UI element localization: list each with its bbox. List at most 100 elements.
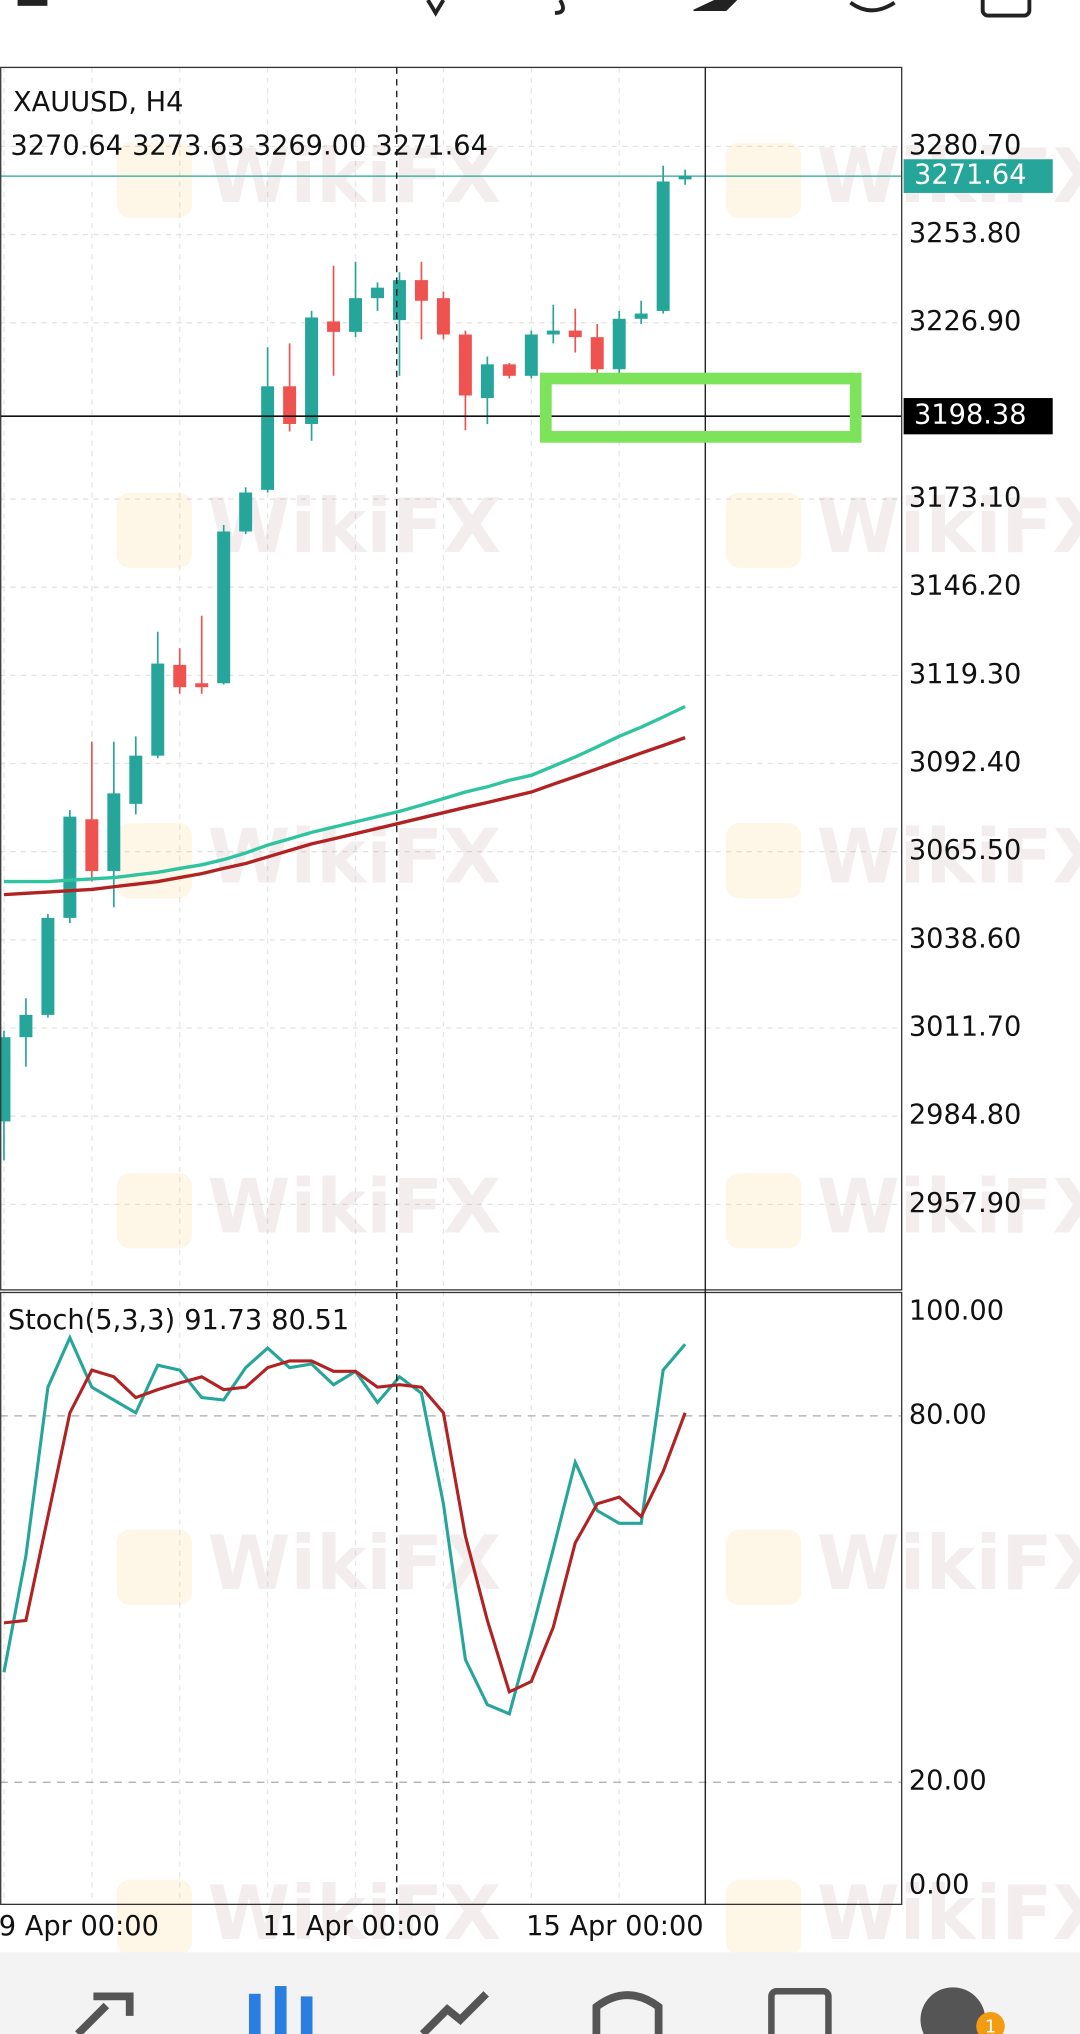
grid-layer [0,67,902,1905]
watermark: WikiFX [207,1163,501,1251]
y-tick-label: 100.00 [909,1295,1004,1326]
watermark: WikiFX [817,1163,1080,1251]
watermark-logo [116,492,192,568]
last-price-label: 3271.64 [914,160,1027,191]
candle-body [656,181,670,311]
high-label: 3273.63 [132,130,245,161]
candle-body [283,386,297,424]
candle-body [217,531,231,684]
top-toolbar [17,0,1032,18]
candle-body [392,280,406,321]
y-tick-label: 3011.70 [909,1012,1022,1043]
candle-body [371,287,384,299]
nav-history[interactable] [592,1991,663,2034]
candle-body [195,683,209,688]
crosshair-box [903,398,1053,435]
watermark-logo [726,1173,802,1249]
stoch-signal-value: 80.51 [271,1304,349,1335]
candle-body [634,313,648,319]
candle-body [63,816,77,918]
low-label: 3269.00 [254,130,367,161]
y-tick-label: 2957.90 [909,1188,1022,1219]
price-panel-frame [0,66,903,1291]
trade-icon[interactable] [980,0,1032,18]
y-tick-label: 2984.80 [909,1100,1022,1131]
y-tick-label: 20.00 [909,1766,987,1797]
bottom-nav: 1 [0,1952,1080,2034]
candle-body [612,318,626,370]
stoch-panel-frame [0,1291,903,1906]
y-tick-label: 3092.40 [909,747,1022,778]
moving-average [3,704,686,884]
candle-body [85,819,99,872]
watermark-logo [726,492,802,568]
open-label: 3270.64 [10,130,123,161]
candle-body [19,1014,33,1038]
y-tick-label: 3119.30 [909,659,1022,690]
moving-average [3,736,686,897]
objects-icon[interactable] [693,0,738,12]
candle-body [414,280,428,301]
y-tick-label: 3146.20 [909,571,1022,602]
watermark-logo [116,142,192,218]
timeframe-icon[interactable] [849,0,896,13]
nav-badge-dot [976,2011,1005,2034]
candle-body [129,755,143,804]
nav-background [0,1952,1080,2034]
candle-body [0,1037,11,1122]
candle-body [502,364,516,376]
watermark-logo [726,142,802,218]
close-label: 3271.64 [375,130,488,161]
candle-body [436,298,450,335]
nav-badge: 1 [985,2017,997,2034]
candle-body [349,298,363,332]
crosshair-label: 3198.38 [914,400,1027,431]
candle-body [546,330,560,335]
y-tick-label: 3038.60 [909,923,1022,954]
watermark-logo [116,1173,192,1249]
labels-layer: 3280.70 3253.80 3226.90 3173.10 3146.20 3119.… [0,130,1053,1942]
candle-body [151,663,165,756]
indicator-icon[interactable] [554,0,565,15]
download-icon[interactable] [426,0,446,17]
menu-icon[interactable] [17,0,48,6]
watermark: WikiFX [207,1869,501,1957]
y-tick-label: 80.00 [909,1399,987,1430]
watermark-logo [726,823,802,899]
candle-body [590,337,604,370]
watermark: WikiFX [817,482,1080,570]
stoch-main-value: 91.73 [184,1304,262,1335]
nav-quotes[interactable] [75,1992,134,2034]
marks-layer [0,165,902,1716]
highlight-box [540,372,862,443]
nav-news[interactable] [768,1987,832,2034]
watermark-logo [726,1879,802,1955]
candle-body [261,386,275,490]
watermark-logo [116,1879,192,1955]
nav-messages[interactable] [920,1987,986,2034]
candle-body [480,364,494,399]
nav-trade[interactable] [419,1991,489,2034]
y-tick-label: 3253.80 [909,218,1022,249]
candle-body [107,793,121,872]
y-tick-label: 3173.10 [909,483,1022,514]
stoch-line [2,1333,687,1716]
candle-body [458,334,472,396]
candle-body [327,321,341,332]
y-tick-label: 0.00 [909,1870,970,1901]
nav-chart[interactable] [248,1986,313,2034]
stoch-line [3,1359,687,1695]
candle-body [173,664,187,688]
watermark: WikiFX [817,1519,1080,1607]
watermark: WikiFX [207,482,501,570]
x-tick-label: 9 Apr 00:00 [0,1911,159,1942]
stoch-header: Stoch(5,3,3) 91.73 80.51 [8,1304,349,1335]
x-tick-label: 11 Apr 00:00 [262,1911,439,1942]
candle-body [678,176,692,180]
last-price-box [903,159,1053,193]
y-tick-label: 3280.70 [909,130,1022,161]
symbol-title: XAUUSD, H4 [13,87,183,118]
x-tick-label: 15 Apr 00:00 [526,1911,703,1942]
watermark: WikiFX [207,813,501,901]
